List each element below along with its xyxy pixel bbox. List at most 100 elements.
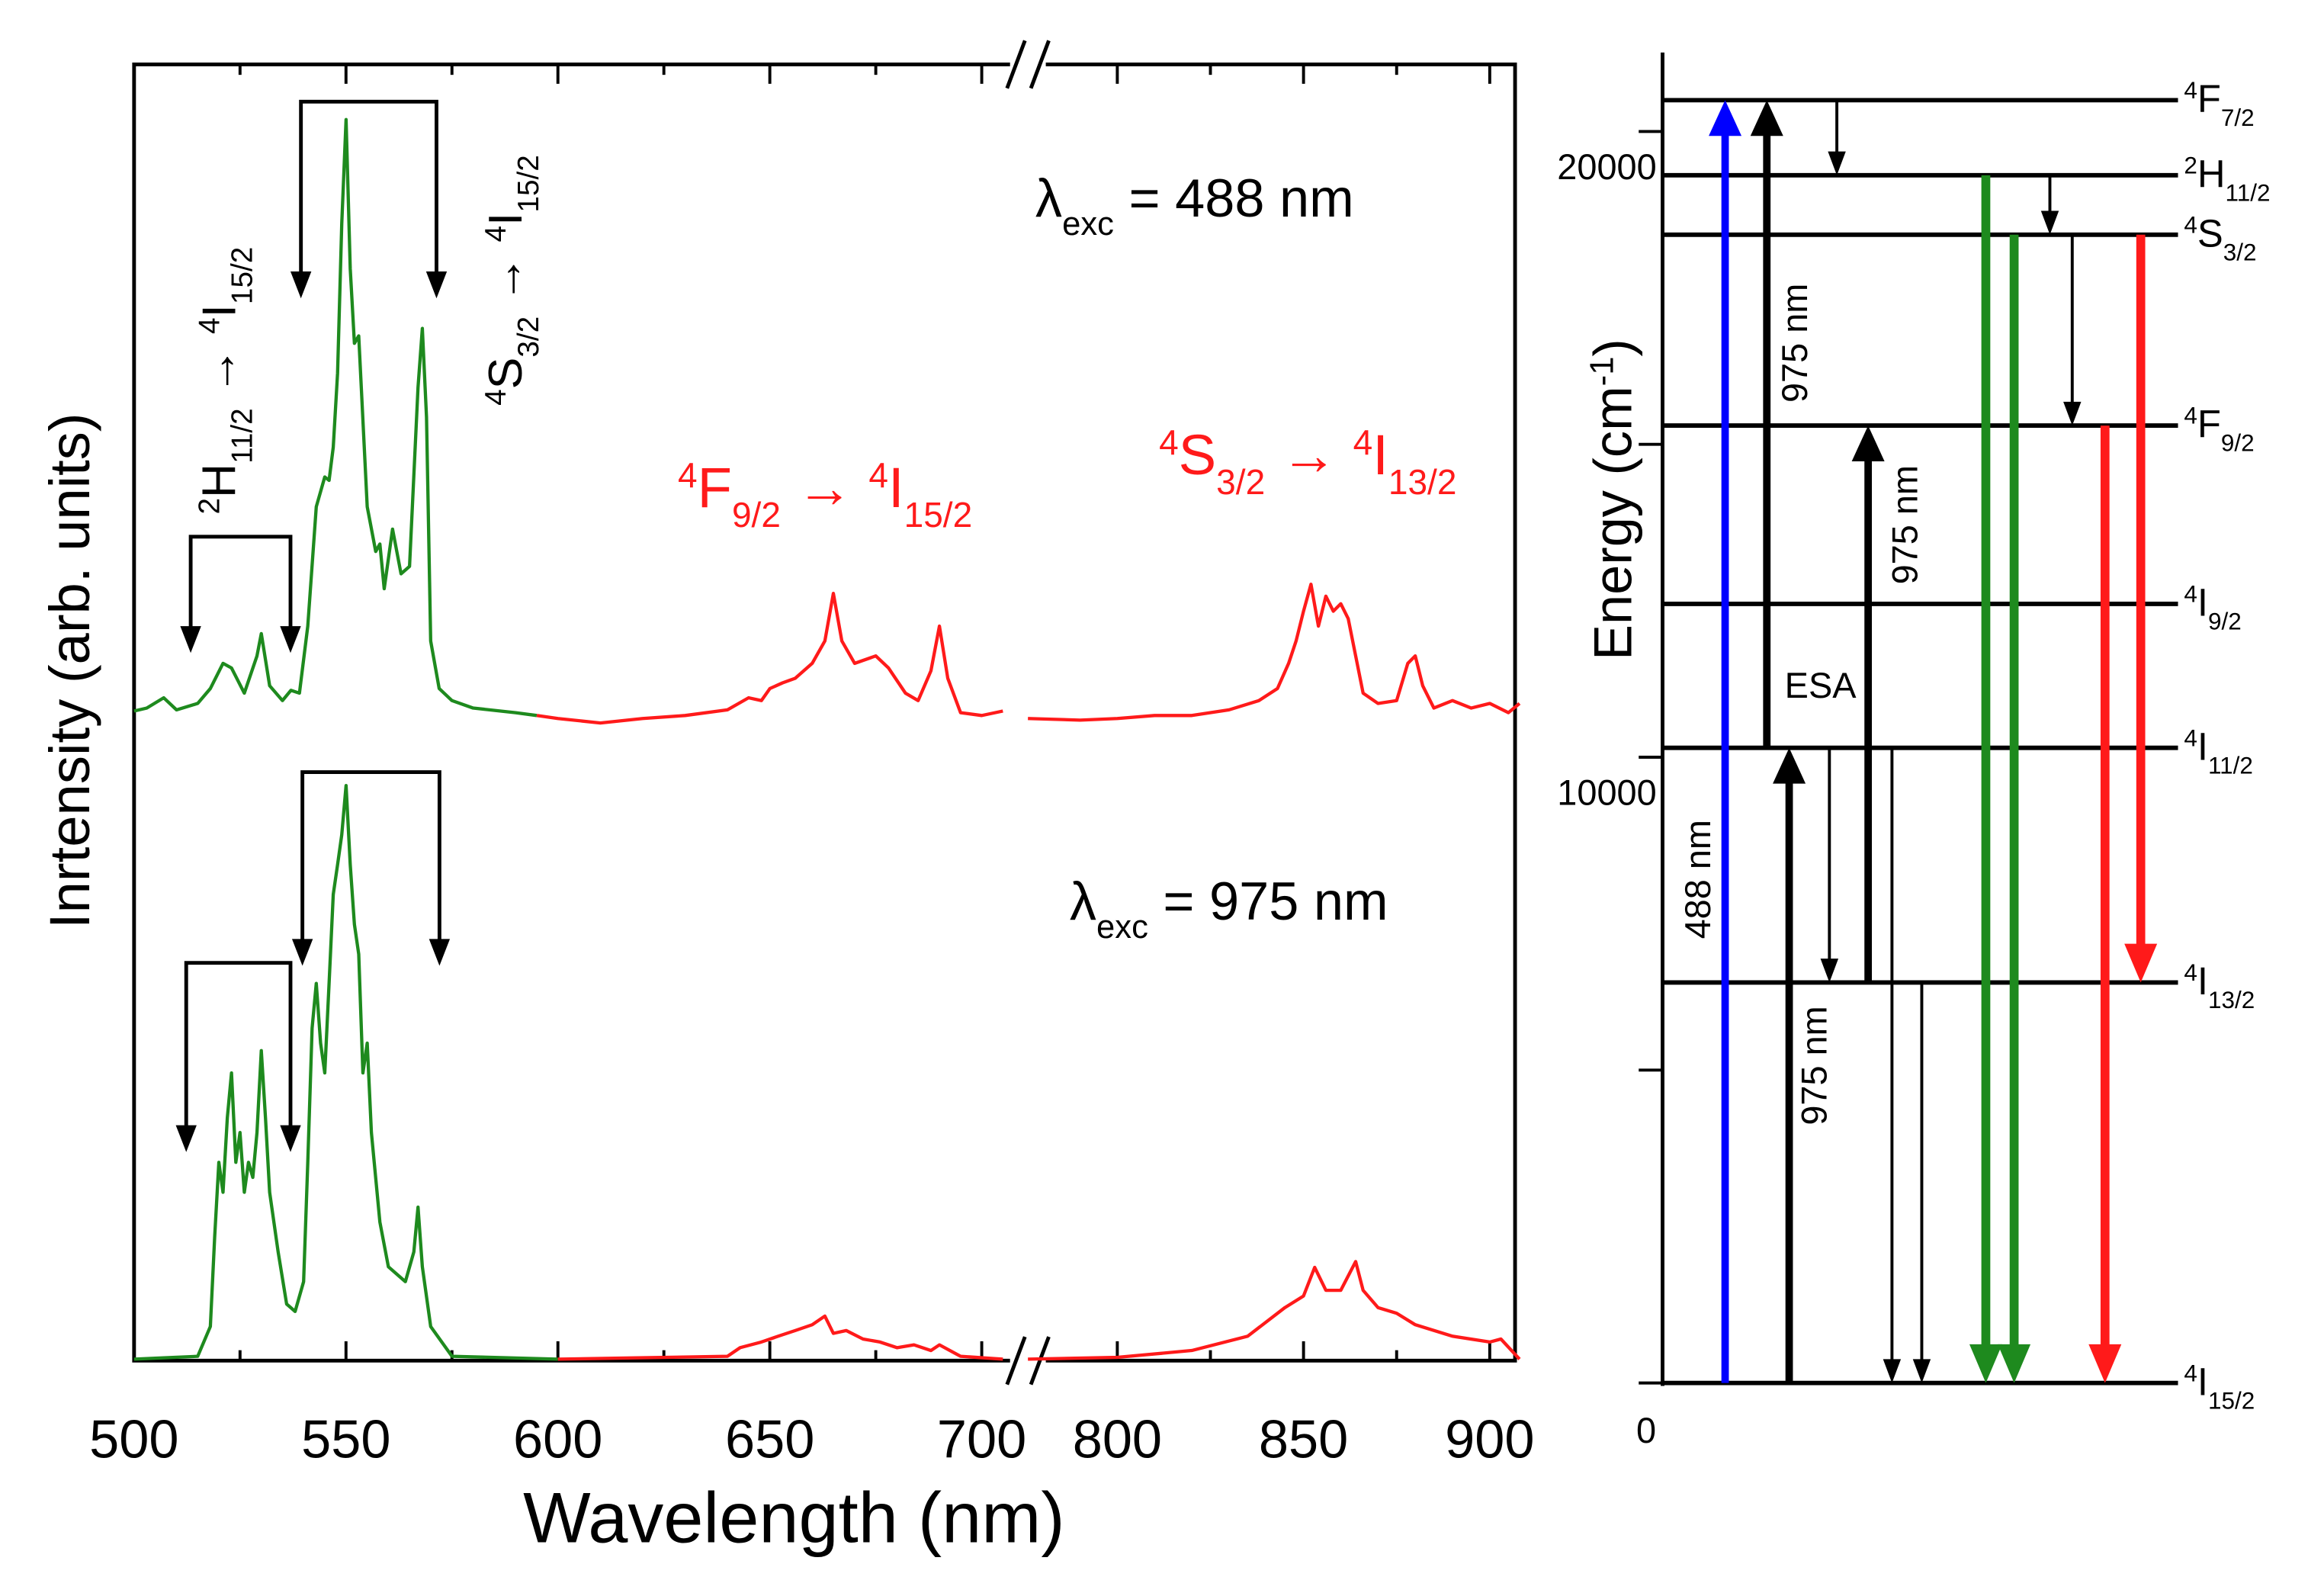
sup-script: 4 <box>678 455 698 495</box>
sub-script: 11/2 <box>2208 751 2253 779</box>
sup-script: 2 <box>193 498 226 515</box>
arrow-head <box>2124 943 2158 983</box>
energy-level-label: 4F7/2 <box>2184 76 2254 131</box>
arrow-head <box>180 626 201 654</box>
excitation-arrow <box>1851 426 1885 983</box>
arrow-head <box>1969 1344 2002 1383</box>
text-run: ) <box>1582 339 1642 356</box>
nonradiative-arrow <box>2040 175 2059 235</box>
x-tick-label: 550 <box>301 1408 390 1469</box>
sub-script: 15/2 <box>226 247 258 304</box>
x-tick-label: 500 <box>89 1408 178 1469</box>
arrow-head <box>175 1125 197 1152</box>
text-run: S <box>479 358 532 390</box>
transition-label-4S3-4I15: 4S3/2 → 4I15/2 <box>479 155 544 406</box>
text-run: → <box>193 334 246 408</box>
text-run: I <box>2197 959 2208 1003</box>
arrow-head <box>2088 1344 2122 1383</box>
sub-script: 3/2 <box>2223 238 2257 265</box>
sub-script: 13/2 <box>1388 462 1457 502</box>
spectrum-line-975nm <box>1028 1260 1521 1361</box>
nonradiative-arrow <box>1828 100 1846 175</box>
y-axis-label: Inrtensity (arb. units) <box>38 413 101 929</box>
sup-script: 4 <box>479 226 512 242</box>
text-run: I <box>479 213 532 226</box>
sup-script: -1 <box>1584 357 1620 387</box>
text-run: Energy (cm <box>1582 386 1642 660</box>
arrow-head <box>1709 100 1742 136</box>
arrow-head <box>280 1125 301 1152</box>
text-run: I <box>193 304 246 317</box>
axis-break-mark <box>1005 1336 1027 1386</box>
sub-script: 15/2 <box>512 155 544 212</box>
energy-level-label: 4F9/2 <box>2184 402 2254 457</box>
energy-level-label: 4S3/2 <box>2184 210 2256 265</box>
transition-bracket <box>188 535 293 632</box>
text-run: I <box>2197 581 2208 625</box>
sup-script: 4 <box>2184 210 2197 238</box>
arrow-head <box>1820 959 1839 983</box>
excitation-arrow <box>1750 100 1783 748</box>
excitation-label-975: λexc = 975 nm <box>1070 871 1388 946</box>
sup-script: 2 <box>2184 151 2197 178</box>
emission-arrow <box>1998 234 2031 1383</box>
text-run: → <box>781 456 868 519</box>
sup-script: 4 <box>1353 422 1373 462</box>
x-tick-label: 700 <box>937 1408 1026 1469</box>
nonradiative-arrow <box>1883 747 1902 1383</box>
arrow-head <box>290 271 312 299</box>
transition-wavelength-label: 975 nm <box>1886 465 1925 584</box>
sup-script: 4 <box>2184 580 2197 608</box>
plot-frame <box>132 63 1517 1363</box>
energy-tick-label: 10000 <box>1557 773 1656 813</box>
text-run: = 975 nm <box>1148 871 1388 931</box>
transition-wavelength-label: 975 nm <box>1794 1006 1834 1125</box>
sub-script: 9/2 <box>732 495 781 535</box>
transition-wavelength-label: 975 nm <box>1775 284 1815 403</box>
arrow-head <box>1851 426 1885 461</box>
energy-level-label: 4I13/2 <box>2184 959 2255 1013</box>
sub-script: 11/2 <box>2226 178 2271 206</box>
spectrum-line-488nm <box>536 591 1003 725</box>
axis-break-mark <box>1005 40 1027 89</box>
text-run: → <box>479 242 532 316</box>
arrow-head <box>1998 1344 2031 1383</box>
excitation-label-488: λexc = 488 nm <box>1035 168 1354 242</box>
text-run: I <box>1372 423 1388 487</box>
sup-script: 4 <box>1159 422 1179 462</box>
spectrum-line-488nm <box>133 117 538 718</box>
arrow-head <box>1750 100 1783 136</box>
energy-axis-label: Energy (cm-1) <box>1582 339 1642 660</box>
text-run: S <box>2197 211 2223 255</box>
sup-script: 4 <box>193 317 226 334</box>
nonradiative-arrow <box>1820 747 1839 983</box>
esa-label: ESA <box>1785 666 1857 705</box>
arrow-head <box>2063 401 2082 426</box>
sub-script: 3/2 <box>512 316 544 358</box>
sup-script: 4 <box>2184 724 2197 751</box>
x-tick-label: 900 <box>1445 1408 1534 1469</box>
text-run: = 488 nm <box>1114 168 1354 228</box>
transition-markers <box>175 99 451 1152</box>
emission-arrow <box>2124 234 2158 983</box>
spectrum-line-488nm <box>1028 583 1521 722</box>
arrow-head <box>1912 1359 1931 1383</box>
spectrum-line-975nm <box>133 783 558 1361</box>
text-run: S <box>1179 423 1217 487</box>
axis-break-mark <box>1029 40 1051 89</box>
sup-script: 4 <box>2184 959 2197 986</box>
x-axis-label: Wavelength (nm) <box>523 1478 1064 1558</box>
transition-bracket <box>300 770 441 946</box>
sub-script: 15/2 <box>2208 1386 2255 1414</box>
arrow-head <box>429 939 451 966</box>
sup-script: 4 <box>868 455 888 495</box>
arrow-head <box>2040 210 2059 235</box>
arrow-head <box>291 939 313 966</box>
sup-script: 4 <box>2184 402 2197 429</box>
energy-tick-label: 0 <box>1636 1411 1656 1450</box>
sub-script: 9/2 <box>2208 608 2242 635</box>
energy-level-label: 4I15/2 <box>2184 1359 2255 1414</box>
